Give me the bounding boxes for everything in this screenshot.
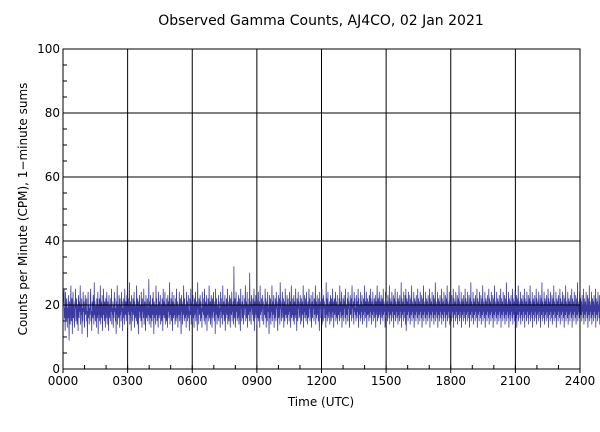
x-tick-label: 0000 [48, 374, 79, 388]
x-tick-label: 2400 [565, 374, 596, 388]
y-axis-label: Counts per Minute (CPM), 1−minute sums [16, 83, 30, 336]
x-axis-label: Time (UTC) [287, 395, 354, 409]
y-tick-label: 0 [52, 362, 60, 376]
x-tick-label: 1800 [435, 374, 466, 388]
x-tick-label: 0300 [112, 374, 143, 388]
x-tick-label: 0900 [242, 374, 273, 388]
x-tick-label: 2100 [500, 374, 531, 388]
x-tick-label: 0600 [177, 374, 208, 388]
x-tick-label: 1500 [371, 374, 402, 388]
y-tick-label: 80 [45, 106, 60, 120]
chart-title: Observed Gamma Counts, AJ4CO, 02 Jan 202… [158, 13, 484, 29]
tick-labels: 0 20 40 60 80 100 0000 0300 0600 0900 1200 1500 1800… [37, 42, 595, 388]
plot-frame [62, 48, 581, 370]
y-tick-label: 20 [45, 298, 60, 312]
grid-lines [63, 49, 580, 369]
y-tick-label: 100 [37, 42, 60, 56]
y-tick-label: 40 [45, 234, 60, 248]
y-tick-label: 60 [45, 170, 60, 184]
x-tick-label: 1200 [306, 374, 337, 388]
